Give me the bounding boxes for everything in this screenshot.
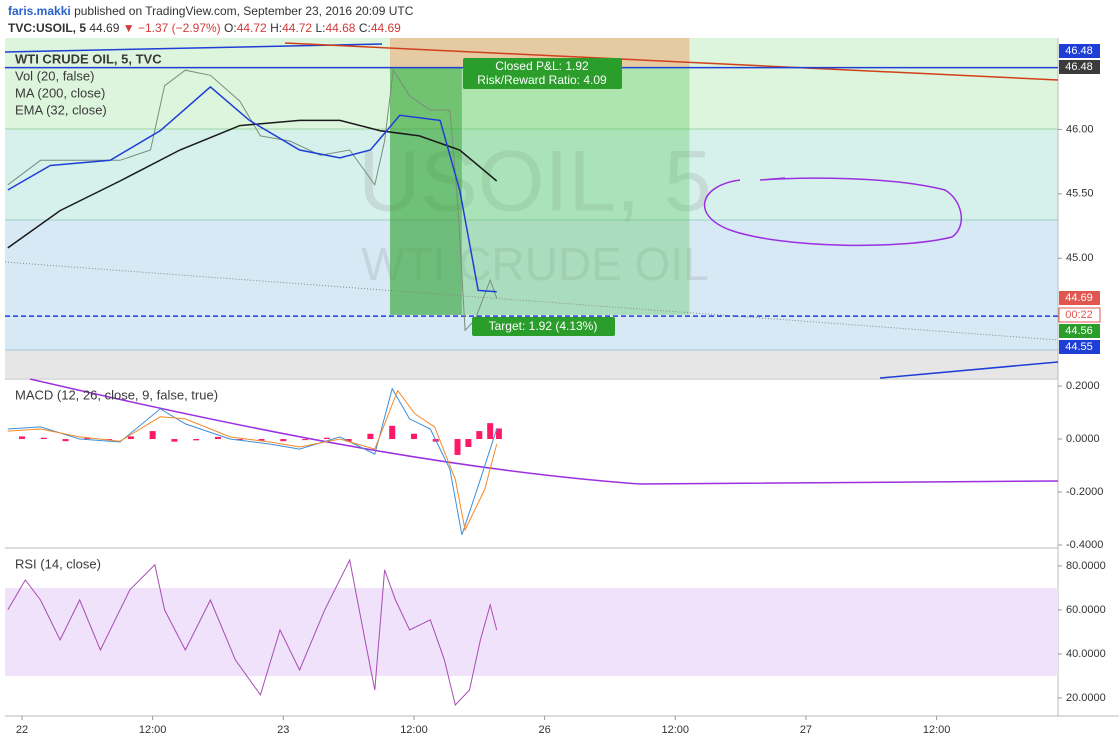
last-price: 44.69 [89, 21, 119, 35]
countdown: 00:22 [1065, 309, 1093, 321]
ohlc-label: O: [224, 21, 237, 35]
histogram-bar [345, 439, 352, 442]
histogram-bar [302, 439, 309, 441]
histogram-bar [236, 439, 243, 441]
x-tick-label: 12:00 [662, 724, 690, 736]
price-label-box [1059, 291, 1100, 305]
x-tick-label: 12:00 [139, 724, 167, 736]
y-tick-label: 0.0000 [1066, 433, 1100, 445]
trend-line [29, 378, 1059, 485]
histogram-bar [171, 439, 178, 442]
x-tick-label: 12:00 [923, 724, 951, 736]
symbol-line: TVC:USOIL, 5 44.69 ▼ −1.37 (−2.97%) O:44… [8, 21, 401, 35]
price-label: 44.69 [1065, 292, 1093, 304]
histogram-bar [84, 437, 91, 440]
published: published on TradingView.com, September … [74, 4, 414, 18]
freehand [703, 177, 963, 247]
histogram-bar [193, 439, 200, 441]
y-tick-label: 20.0000 [1066, 692, 1106, 704]
ohlc-label: H: [270, 21, 282, 35]
x-tick-label: 22 [16, 724, 28, 736]
y-tick-label: 46.00 [1066, 123, 1094, 135]
y-tick-label: 40.0000 [1066, 648, 1106, 660]
pane-title: MACD (12, 26, close, 9, false, true) [15, 387, 218, 402]
target-zone [390, 67, 690, 315]
x-tick-label: 23 [277, 724, 289, 736]
watermark: USOIL, 5 [358, 134, 712, 230]
series-line [7, 119, 498, 249]
result-box [463, 58, 622, 89]
histogram-bar [18, 436, 25, 440]
legend-entry: MA (200, close) [15, 85, 105, 100]
histogram-bar [214, 436, 221, 440]
ohlc-value: 44.69 [371, 21, 401, 35]
x-tick-label: 27 [800, 724, 812, 736]
result-label: Risk/Reward Ratio: 4.09 [477, 73, 607, 87]
histogram-bar [487, 423, 494, 440]
histogram-bar [367, 433, 374, 440]
target-label: Target: 1.92 (4.13%) [489, 319, 598, 333]
pane-title: RSI (14, close) [15, 556, 101, 571]
price-label: 44.55 [1065, 341, 1093, 353]
histogram-bar [454, 439, 461, 455]
histogram-bar [40, 437, 47, 440]
series-line [7, 389, 498, 532]
y-tick-label: -0.2000 [1066, 486, 1103, 498]
ohlc-value: 44.68 [325, 21, 355, 35]
price-label-box [1059, 324, 1100, 338]
symbol: TVC:USOIL, 5 [8, 21, 86, 35]
price-label-box [1059, 44, 1100, 58]
target-box [472, 317, 615, 336]
trend-line [4, 261, 1059, 341]
author: faris.makki [8, 4, 71, 18]
series-line [7, 85, 497, 293]
histogram-bar [495, 428, 502, 440]
closed-zone [390, 67, 462, 315]
histogram-bar [127, 436, 134, 440]
series-line [7, 68, 498, 332]
zone [5, 129, 1058, 220]
change: ▼ −1.37 (−2.97%) [123, 21, 221, 35]
rsi-band [5, 587, 1058, 676]
histogram-bar [323, 437, 330, 440]
ohlc-value: 44.72 [237, 21, 267, 35]
price-label: 46.48 [1065, 61, 1093, 73]
y-tick-label: 60.0000 [1066, 604, 1106, 616]
price-label: 44.56 [1065, 325, 1093, 337]
legend-entry: Vol (20, false) [15, 68, 95, 83]
ohlc-label: C: [359, 21, 371, 35]
header-line: faris.makki published on TradingView.com… [8, 4, 414, 18]
series-line [7, 387, 498, 536]
series-line [7, 558, 498, 707]
y-tick-label: 45.50 [1066, 188, 1094, 200]
countdown-box [1058, 307, 1101, 323]
y-tick-label: 45.00 [1066, 252, 1094, 264]
histogram-bar [465, 439, 472, 447]
x-tick-label: 26 [538, 724, 550, 736]
histogram-bar [389, 425, 396, 440]
histogram-bar [62, 439, 69, 442]
price-label-box [1059, 340, 1100, 354]
y-tick-label: 80.0000 [1066, 560, 1106, 572]
histogram-bar [280, 439, 287, 442]
y-tick-label: 0.2000 [1066, 380, 1100, 392]
price-label-box [1059, 60, 1100, 74]
result-label: Closed P&L: 1.92 [495, 59, 589, 73]
histogram-bar [476, 431, 483, 440]
histogram-bar [149, 431, 156, 440]
histogram-bar [258, 439, 265, 441]
trend-line [284, 42, 1059, 81]
zone [5, 350, 1058, 378]
pane-title: WTI CRUDE OIL, 5, TVC [15, 51, 162, 66]
x-tick-label: 12:00 [400, 724, 428, 736]
y-tick-label: -0.4000 [1066, 539, 1103, 551]
ohlc-value: 44.72 [282, 21, 312, 35]
ohlc-label: L: [315, 21, 325, 35]
histogram-bar [410, 433, 417, 440]
watermark: WTI CRUDE OIL [361, 238, 709, 290]
price-label: 46.48 [1065, 45, 1093, 57]
legend-entry: EMA (32, close) [15, 102, 107, 117]
trend-line [879, 361, 1059, 379]
